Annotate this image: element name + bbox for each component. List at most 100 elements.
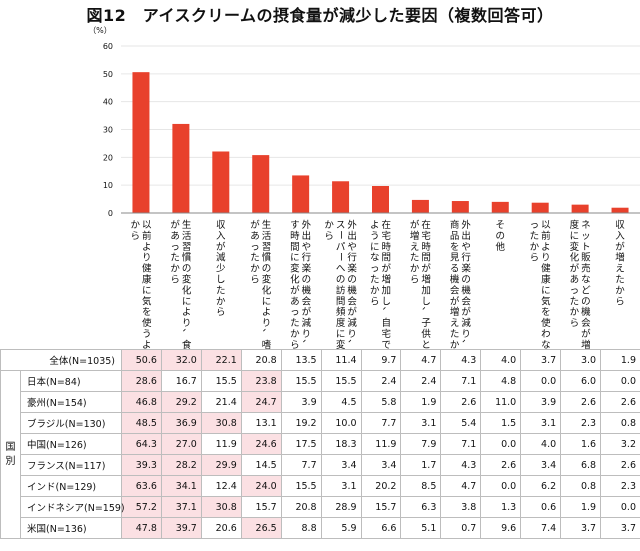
table-cell: 24.0: [240, 475, 282, 497]
bar: [411, 199, 429, 213]
table-cell: 26.5: [240, 517, 282, 539]
category-label-char: か: [216, 296, 226, 307]
category-label-char: の: [496, 231, 506, 242]
category-label-char: ト: [581, 242, 591, 253]
category-label-char: 習: [262, 242, 272, 253]
table-cell: 4.0: [480, 349, 522, 371]
category-label-char: 、: [346, 339, 357, 349]
category-label-char: か: [130, 220, 140, 231]
category-label-char: 増: [581, 339, 591, 349]
category-label-char: 気: [142, 295, 152, 307]
category-label-char: り: [182, 318, 192, 329]
country-row: 米国(N=136) 47.8 39.7 20.6 26.5 8.8 5.9 6.6 5.1 0.7…: [1, 517, 640, 539]
category-label-char: り: [461, 329, 471, 340]
category-label-char: 会: [450, 284, 460, 296]
category-label-char: 生: [262, 219, 272, 231]
table-cell: 15.7: [240, 496, 282, 518]
category-label-char: 化: [182, 284, 192, 296]
category-label-char: ら: [250, 275, 260, 286]
country-row: インド(N=129) 63.6 34.1 12.4 24.0 15.5 3.1 20.2 8.5…: [1, 475, 640, 497]
category-label-char: 化: [290, 274, 300, 286]
category-label-char: 習: [182, 242, 192, 253]
category-label-char: に: [262, 296, 272, 307]
table-cell: 3.0: [560, 349, 602, 371]
category-label-char: 見: [450, 253, 460, 264]
category-label: 以前より健康に気を使うようになったから: [130, 220, 152, 349]
category-label-char: た: [615, 275, 625, 286]
table-cell: 3.1: [400, 412, 442, 434]
category-label-char: 会: [581, 317, 591, 329]
category-label-char: 収: [216, 219, 226, 231]
category-label-char: ネ: [581, 220, 591, 231]
category-label-char: ど: [581, 285, 591, 296]
category-label-char: 健: [541, 263, 551, 275]
category-label-char: が: [290, 284, 300, 296]
y-tick-label: 10: [103, 181, 113, 190]
category-label-char: 慣: [262, 252, 272, 264]
category-label-char: っ: [170, 242, 180, 253]
category-label-char: 減: [461, 317, 471, 329]
bar: [212, 151, 230, 213]
table-cell: 39.7: [160, 517, 202, 539]
category-label-char: か: [530, 242, 540, 253]
category-label-char: 会: [347, 295, 357, 307]
table-cell: 28.9: [320, 496, 362, 518]
table-cell: 7.1: [440, 433, 482, 455]
table-cell: 30.8: [200, 412, 242, 434]
category-label-char: 出: [461, 230, 471, 242]
category-label-char: の: [302, 275, 312, 286]
category-label-char: た: [530, 231, 540, 242]
y-tick-label: 20: [103, 153, 113, 162]
row-label: 全体(N=1035): [0, 349, 122, 371]
category-label-char: 康: [142, 274, 152, 286]
table-cell: 14.5: [240, 454, 282, 476]
category-label-char: 変: [182, 274, 192, 286]
row-label: 中国(N=126): [20, 433, 122, 455]
country-row: インドネシア(N=159) 57.2 37.1 30.8 15.7 20.8 28.9 15.…: [1, 496, 640, 518]
category-label-char: 、: [420, 306, 431, 316]
category-label-char: え: [615, 264, 625, 275]
category-label-char: ら: [570, 318, 580, 329]
category-label-char: に: [336, 329, 346, 340]
table-cell: 0.7: [440, 517, 482, 539]
category-label-char: 入: [615, 231, 625, 242]
category-label-char: が: [170, 219, 180, 231]
category-label-char: 楽: [302, 263, 312, 275]
table-cell: 64.3: [121, 433, 162, 455]
table-cell: 1.9: [600, 349, 640, 371]
category-label-char: あ: [170, 231, 180, 242]
table-cell: 16.7: [160, 370, 202, 392]
category-label-char: た: [216, 285, 226, 296]
category-label-char: ら: [530, 253, 540, 264]
category-label-char: の: [336, 275, 346, 286]
category-label-char: か: [290, 329, 300, 340]
table-cell: 19.2: [280, 412, 322, 434]
table-cell: 1.6: [560, 433, 602, 455]
category-label-char: 間: [421, 253, 431, 264]
table-cell: 0.8: [600, 412, 640, 434]
bar: [332, 181, 350, 213]
table-cell: 11.4: [320, 349, 362, 371]
table-cell: 0.0: [520, 370, 562, 392]
table-cell: 3.2: [600, 433, 640, 455]
table-cell: 5.8: [360, 391, 402, 413]
table-cell: 20.8: [240, 349, 282, 371]
table-cell: 7.7: [280, 454, 322, 476]
category-label-char: 使: [142, 317, 152, 329]
category-label-char: っ: [570, 285, 580, 296]
table-cell: 37.1: [160, 496, 202, 518]
table-cell: 1.3: [480, 496, 522, 518]
category-label-char: が: [421, 263, 431, 275]
category-label-char: 増: [381, 274, 391, 286]
table-cell: 20.2: [360, 475, 402, 497]
y-tick-label: 50: [103, 70, 113, 79]
y-tick-label: 0: [108, 209, 113, 218]
table-cell: 2.6: [600, 391, 640, 413]
table-cell: 48.5: [121, 412, 162, 434]
category-label-char: ー: [335, 252, 346, 262]
table-cell: 2.6: [600, 454, 640, 476]
